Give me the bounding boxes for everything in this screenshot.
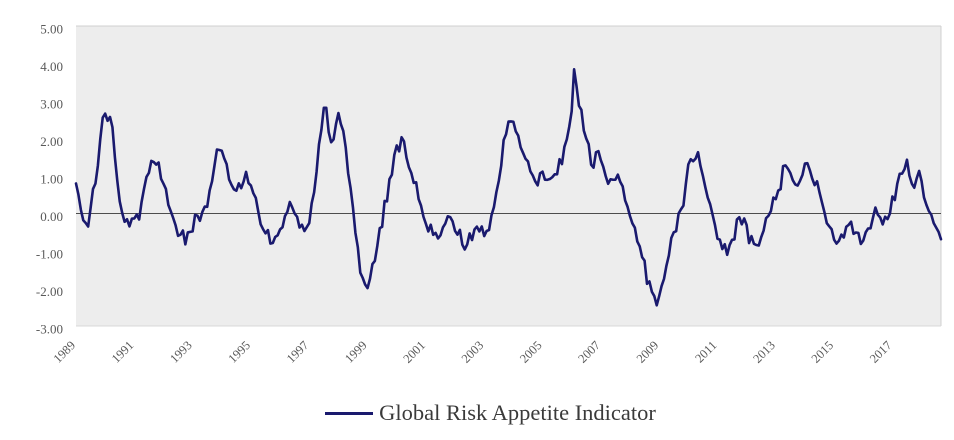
- svg-text:4.00: 4.00: [40, 59, 63, 74]
- svg-text:1997: 1997: [284, 338, 312, 366]
- svg-text:2007: 2007: [575, 338, 603, 366]
- svg-text:0.00: 0.00: [40, 209, 63, 224]
- svg-text:-2.00: -2.00: [36, 284, 63, 299]
- svg-text:3.00: 3.00: [40, 97, 63, 112]
- svg-text:2003: 2003: [459, 338, 487, 366]
- svg-text:1989: 1989: [51, 338, 79, 366]
- svg-text:1.00: 1.00: [40, 172, 63, 187]
- svg-text:2005: 2005: [517, 338, 545, 366]
- svg-text:2011: 2011: [692, 338, 719, 365]
- svg-text:1993: 1993: [167, 338, 195, 366]
- svg-text:2013: 2013: [750, 338, 778, 366]
- svg-text:2.00: 2.00: [40, 134, 63, 149]
- svg-text:2015: 2015: [809, 338, 837, 366]
- svg-text:2009: 2009: [634, 338, 662, 366]
- svg-text:1991: 1991: [109, 338, 137, 366]
- svg-text:-1.00: -1.00: [36, 247, 63, 262]
- svg-text:2017: 2017: [867, 338, 895, 366]
- svg-text:1995: 1995: [225, 338, 253, 366]
- svg-text:5.00: 5.00: [40, 22, 63, 37]
- svg-text:2001: 2001: [400, 338, 428, 366]
- svg-text:-3.00: -3.00: [36, 322, 63, 337]
- svg-text:1999: 1999: [342, 338, 370, 366]
